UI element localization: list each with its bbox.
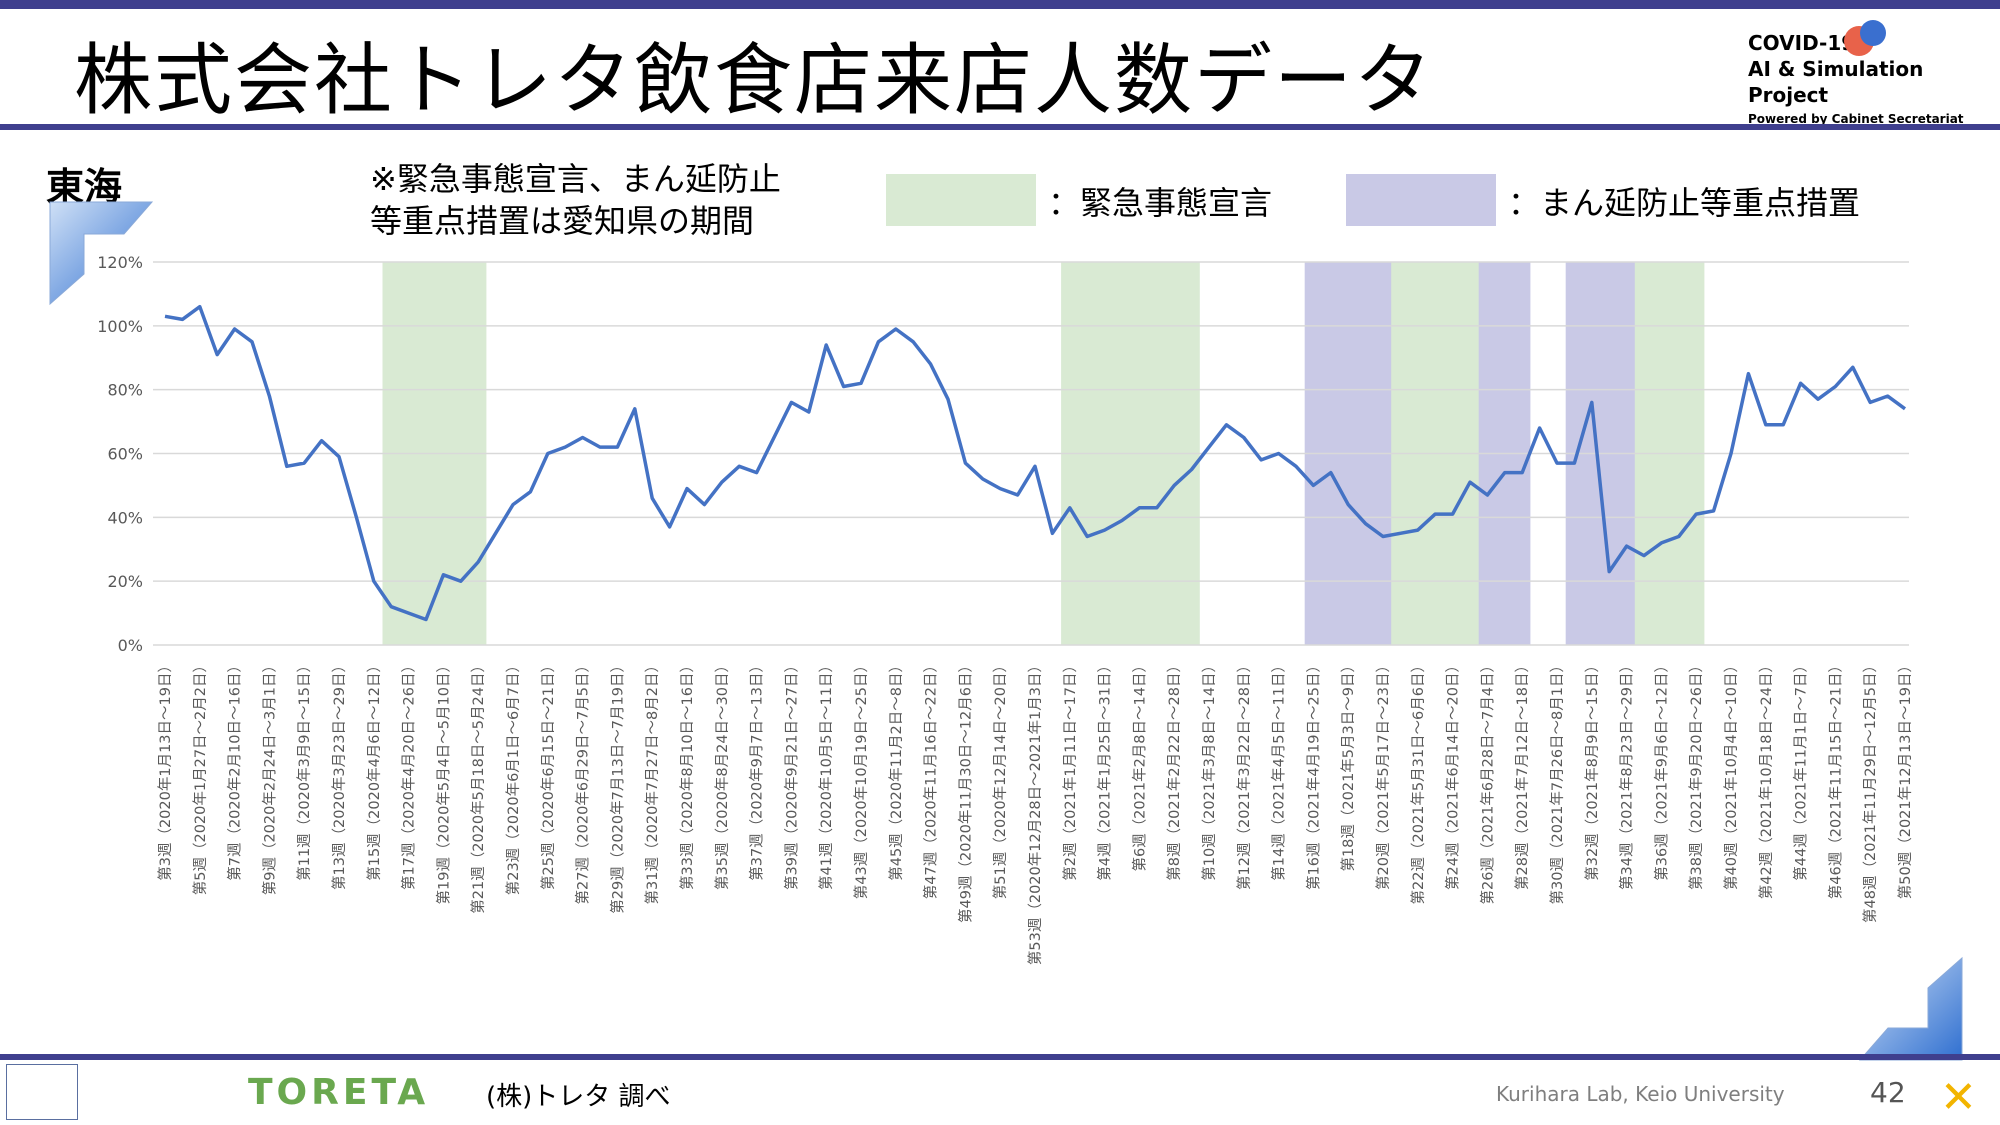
visitor-line-chart: 0% 20% 40% 60% 80% 100% 120% 第3週（2020年1月13日～19… bbox=[97, 253, 1914, 965]
y-tick-label: 0% bbox=[118, 636, 143, 655]
x-tick-label: 第17週（2020年4月20日～26日） bbox=[400, 658, 418, 890]
x-tick-label: 第18週（2021年5月3日～9日） bbox=[1339, 658, 1357, 872]
footer-divider bbox=[0, 1054, 2000, 1060]
x-tick-label: 第23週（2020年6月1日～6月7日） bbox=[504, 658, 522, 895]
x-tick-label: 第10週（2021年3月8日～14日） bbox=[1200, 658, 1218, 881]
x-tick-label: 第46週（2021年11月15日～21日） bbox=[1826, 658, 1844, 899]
x-tick-label: 第29週（2020年7月13日～7月19日） bbox=[608, 658, 626, 914]
note-line-1: ※緊急事態宣言、まん延防止 bbox=[370, 160, 781, 198]
x-tick-label: 第50週（2021年12月13日～19日） bbox=[1896, 658, 1914, 899]
y-tick-label: 120% bbox=[97, 253, 143, 272]
y-tick-label: 40% bbox=[107, 508, 143, 527]
x-tick-label: 第22週（2021年5月31日～6月6日） bbox=[1409, 658, 1427, 904]
corner-arrow-top-left bbox=[49, 201, 154, 306]
x-tick-label: 第24週（2021年6月14日～20日） bbox=[1444, 658, 1462, 890]
x-tick-label: 第42週（2021年10月18日～24日） bbox=[1757, 658, 1775, 899]
legend-swatch-emergency bbox=[886, 174, 1036, 226]
top-accent-bar bbox=[0, 0, 2000, 9]
legend-swatch-manen bbox=[1346, 174, 1496, 226]
x-tick-label: 第38週（2021年9月20日～26日） bbox=[1687, 658, 1705, 890]
x-tick-label: 第5週（2020年1月27日～2月2日） bbox=[191, 658, 209, 895]
corner-arrow-bottom-right bbox=[1858, 956, 1963, 1061]
x-tick-label: 第36週（2021年9月6日～12日） bbox=[1652, 658, 1670, 881]
x-tick-label: 第14週（2021年4月5日～11日） bbox=[1270, 658, 1288, 881]
x-tick-label: 第43週（2020年10月19日～25日） bbox=[852, 658, 870, 899]
x-tick-label: 第40週（2021年10月4日～10日） bbox=[1722, 658, 1740, 890]
x-tick-label: 第41週（2020年10月5日～11日） bbox=[817, 658, 835, 890]
x-tick-label: 第19週（2020年5月4日～5月10日） bbox=[434, 658, 452, 904]
y-tick-label: 60% bbox=[107, 445, 143, 464]
header-divider bbox=[0, 124, 2000, 130]
x-tick-label: 第30週（2021年7月26日～8月1日） bbox=[1548, 658, 1566, 904]
x-tick-label: 第32週（2021年8月9日～15日） bbox=[1583, 658, 1601, 881]
x-tick-label: 第4週（2021年1月25日～31日） bbox=[1096, 658, 1114, 881]
legend-label-emergency: ：緊急事態宣言 bbox=[1048, 184, 1273, 222]
y-tick-label: 20% bbox=[107, 572, 143, 591]
x-tick-label: 第11週（2020年3月9日～15日） bbox=[295, 658, 313, 881]
data-source: (株)トレタ 調べ bbox=[486, 1082, 671, 1112]
note-line-2: 等重点措置は愛知県の期間 bbox=[370, 202, 755, 240]
x-tick-label: 第13週（2020年3月23日～29日） bbox=[330, 658, 348, 890]
x-tick-label: 第12週（2021年3月22日～28日） bbox=[1235, 658, 1253, 890]
x-tick-label: 第2週（2021年1月11日～17日） bbox=[1061, 658, 1079, 881]
x-logo-icon: ✕ bbox=[1940, 1072, 1977, 1123]
x-tick-label: 第39週（2020年9月21日～27日） bbox=[782, 658, 800, 890]
x-tick-label: 第51週（2020年12月14日～20日） bbox=[991, 658, 1009, 899]
x-tick-label: 第33週（2020年8月10日～16日） bbox=[678, 658, 696, 890]
logo-dot-blue bbox=[1860, 20, 1886, 46]
x-tick-label: 第25週（2020年6月15日～21日） bbox=[539, 658, 557, 890]
page-number: 42 bbox=[1870, 1076, 1906, 1109]
period-note: ※緊急事態宣言、まん延防止 等重点措置は愛知県の期間 bbox=[370, 158, 781, 242]
project-line-1: COVID-19 bbox=[1748, 31, 1856, 55]
project-line-2: AI & Simulation Project bbox=[1748, 57, 1924, 107]
x-tick-label: 第45週（2020年11月2日～8日） bbox=[887, 658, 905, 881]
covid-project-logo: COVID-19 AI & Simulation Project Powered… bbox=[1748, 20, 2000, 130]
x-tick-label: 第34週（2021年8月23日～29日） bbox=[1618, 658, 1636, 890]
x-tick-label: 第37週（2020年9月7日～13日） bbox=[748, 658, 766, 881]
x-tick-label: 第35週（2020年8月24日～30日） bbox=[713, 658, 731, 890]
x-tick-label: 第3週（2020年1月13日～19日） bbox=[156, 658, 174, 881]
legend-label-manen: ：まん延防止等重点措置 bbox=[1508, 184, 1861, 222]
x-tick-label: 第7週（2020年2月10日～16日） bbox=[226, 658, 244, 881]
x-tick-label: 第9週（2020年2月24日～3月1日） bbox=[260, 658, 278, 895]
x-tick-label: 第26週（2021年6月28日～7月4日） bbox=[1478, 658, 1496, 904]
x-tick-label: 第6週（2021年2月8日～14日） bbox=[1130, 658, 1148, 872]
y-tick-label: 100% bbox=[97, 317, 143, 336]
university-logo-icon bbox=[6, 1064, 78, 1120]
page-title: 株式会社トレタ飲食店来店人数データ bbox=[74, 36, 1435, 126]
x-tick-label: 第21週（2020年5月18日～5月24日） bbox=[469, 658, 487, 914]
x-tick-label: 第16週（2021年4月19日～25日） bbox=[1304, 658, 1322, 890]
lab-credit: Kurihara Lab, Keio University bbox=[1496, 1082, 1785, 1106]
x-tick-label: 第49週（2020年11月30日～12月6日） bbox=[956, 658, 974, 923]
series-line bbox=[164, 304, 1907, 622]
y-tick-label: 80% bbox=[107, 381, 143, 400]
x-tick-label: 第15週（2020年4月6日～12日） bbox=[365, 658, 383, 881]
x-tick-label: 第8週（2021年2月22日～28日） bbox=[1165, 658, 1183, 881]
x-tick-label: 第28週（2021年7月12日～18日） bbox=[1513, 658, 1531, 890]
x-tick-label: 第27週（2020年6月29日～7月5日） bbox=[574, 658, 592, 904]
x-tick-label: 第53週（2020年12月28日～2021年1月3日） bbox=[1026, 658, 1044, 965]
x-tick-label: 第20週（2021年5月17日～23日） bbox=[1374, 658, 1392, 890]
project-line-3: Powered by Cabinet Secretariat bbox=[1748, 112, 1964, 126]
x-tick-label: 第47週（2020年11月16日～22日） bbox=[922, 658, 940, 899]
x-tick-label: 第31週（2020年7月27日～8月2日） bbox=[643, 658, 661, 904]
x-tick-label: 第44週（2021年11月1日～7日） bbox=[1792, 658, 1810, 881]
x-tick-label: 第48週（2021年11月29日～12月5日） bbox=[1861, 658, 1879, 923]
toreta-logo: TORETA bbox=[248, 1072, 430, 1113]
